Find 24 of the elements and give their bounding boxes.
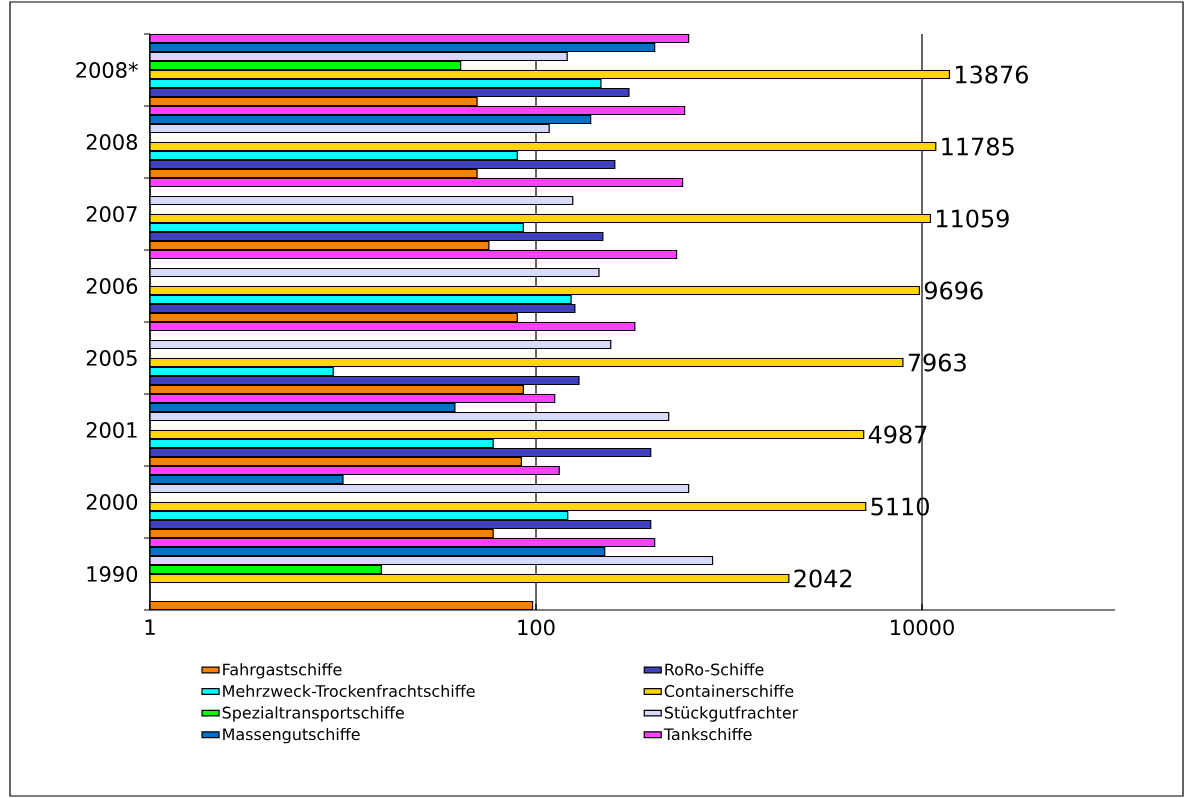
- y-tick-label: 2005: [86, 350, 137, 366]
- y-tick-label: 2006: [86, 278, 138, 294]
- data-label: 11059: [936, 209, 1009, 228]
- data-label: 2042: [794, 569, 852, 588]
- data-label: 13876: [956, 65, 1028, 84]
- data-label: 11785: [942, 137, 1014, 156]
- x-tick-label: 100: [518, 619, 555, 636]
- legend-label: Containerschiffe: [664, 684, 794, 698]
- y-tick-label: 2008: [86, 134, 138, 150]
- legend-label: Stückgutfrachter: [664, 706, 799, 722]
- legend-label: RoRo-Schiffe: [665, 663, 764, 676]
- legend-label: Spezialtransportschiffe: [222, 706, 404, 722]
- y-tick-label: 2001: [86, 422, 137, 438]
- x-tick-label: 10000: [891, 619, 954, 636]
- legend-label: Fahrgastschiffe: [223, 663, 342, 679]
- legend-label: Tankschiffe: [663, 727, 752, 741]
- x-tick-label: 1: [145, 619, 155, 635]
- y-tick-label: 1990: [87, 566, 138, 582]
- legend-label: Mehrzweck-Trockenfrachtschiffe: [223, 684, 475, 698]
- y-tick-label: 2008*: [76, 62, 138, 78]
- y-tick-label: 2007: [86, 206, 137, 222]
- data-label: 9696: [924, 281, 983, 300]
- y-tick-label: 2000: [86, 494, 138, 510]
- legend-label: Massengutschiffe: [223, 727, 360, 744]
